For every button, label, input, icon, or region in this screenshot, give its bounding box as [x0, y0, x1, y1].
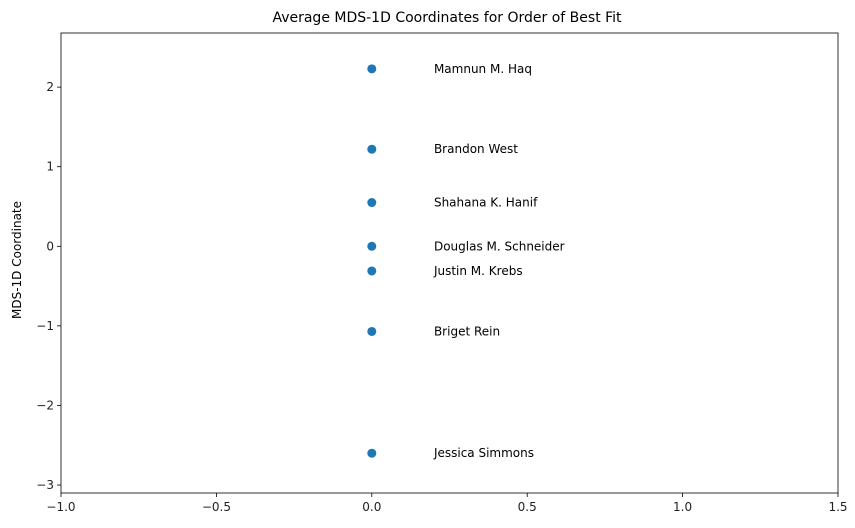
axes-frame	[60, 32, 839, 494]
y-tick-label: 2	[46, 80, 54, 94]
x-tick-label: −0.5	[202, 500, 231, 514]
point-label: Douglas M. Schneider	[434, 239, 565, 253]
data-point	[367, 198, 377, 208]
x-tick-label: 0.0	[362, 500, 381, 514]
point-label: Shahana K. Hanif	[434, 196, 538, 210]
point-label: Mamnun M. Haq	[434, 62, 532, 76]
point-label: Jessica Simmons	[433, 446, 534, 460]
chart-title: Average MDS-1D Coordinates for Order of …	[272, 10, 622, 26]
y-tick-label: −1	[36, 319, 54, 333]
x-tick-label: 1.0	[673, 500, 692, 514]
y-tick-label: −3	[36, 478, 54, 492]
y-tick-label: −2	[36, 398, 54, 412]
y-tick-label: 1	[46, 160, 54, 174]
point-label: Brandon West	[434, 142, 518, 156]
x-tick-label: 0.5	[518, 500, 537, 514]
data-point	[367, 266, 377, 276]
point-label: Justin M. Krebs	[433, 264, 523, 278]
x-tick-label: −1.0	[46, 500, 75, 514]
point-label: Briget Rein	[434, 324, 500, 338]
data-point	[367, 144, 377, 154]
y-tick-label: 0	[46, 239, 54, 253]
y-axis-title: MDS-1D Coordinate	[10, 201, 24, 319]
data-point	[367, 241, 377, 251]
plot-area: −1.0 −0.5 0.0 0.5 1.0 1.5 −3 −2 −1 0 1 2 Mamnun M. H…	[36, 32, 848, 514]
x-tick-label: 1.5	[828, 500, 847, 514]
data-point	[367, 64, 377, 74]
data-point	[367, 448, 377, 458]
data-point	[367, 326, 377, 336]
